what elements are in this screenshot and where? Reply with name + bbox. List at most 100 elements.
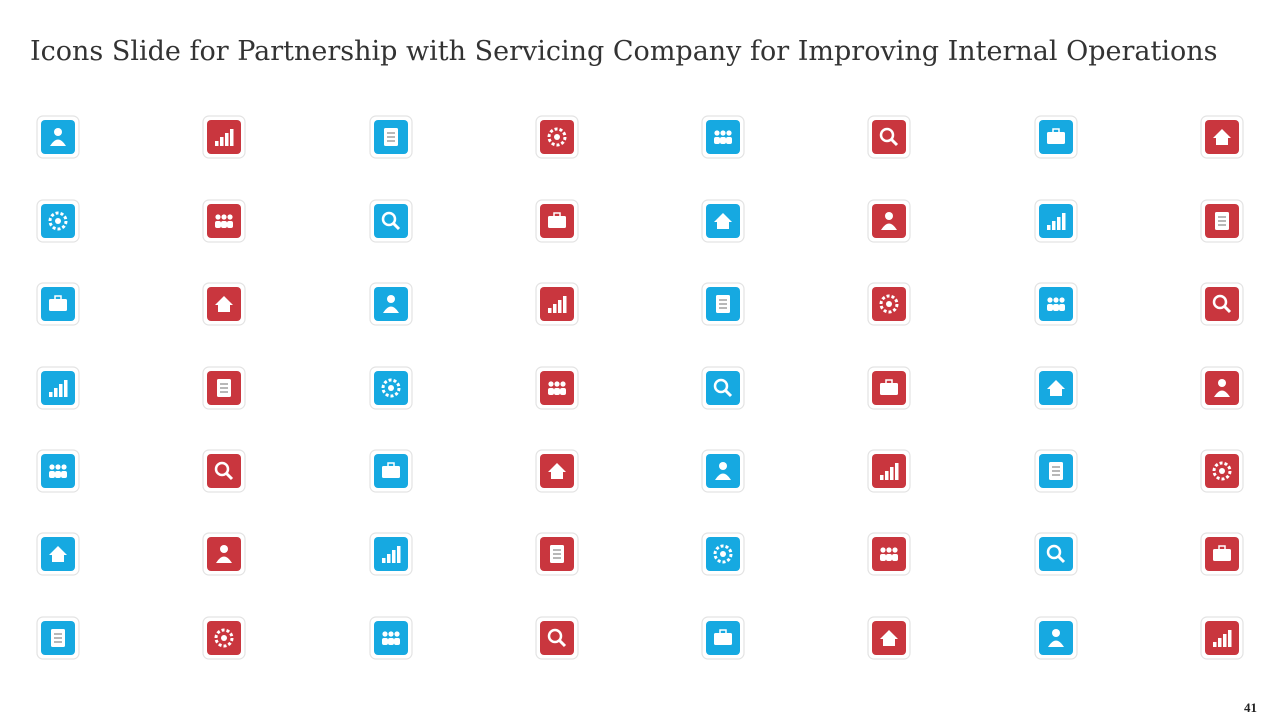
glyph xyxy=(61,471,67,478)
icon xyxy=(867,282,911,326)
glyph xyxy=(381,378,401,398)
icon xyxy=(202,616,246,660)
glyph xyxy=(221,221,227,228)
icon xyxy=(535,449,579,493)
glyph xyxy=(554,388,560,395)
icon-square xyxy=(207,537,241,571)
glyph xyxy=(387,554,391,563)
glyph xyxy=(548,388,554,395)
glyph xyxy=(54,295,62,301)
glyph xyxy=(880,475,884,480)
glyph xyxy=(726,137,732,144)
icon xyxy=(535,115,579,159)
glyph xyxy=(886,301,892,307)
icon xyxy=(202,366,246,410)
glyph xyxy=(1048,640,1064,647)
glyph xyxy=(557,638,567,648)
glyph xyxy=(886,547,892,553)
icon xyxy=(701,115,745,159)
icon xyxy=(1200,449,1244,493)
icon xyxy=(369,115,413,159)
icon-square xyxy=(706,454,740,488)
glyph xyxy=(1052,128,1060,134)
icon-square xyxy=(1205,371,1239,405)
glyph xyxy=(720,137,726,144)
glyph xyxy=(548,308,552,313)
glyph xyxy=(1212,461,1232,481)
glyph xyxy=(54,128,62,136)
glyph xyxy=(381,211,397,227)
icon xyxy=(701,366,745,410)
icon-square xyxy=(872,204,906,238)
glyph xyxy=(1053,304,1059,311)
icon xyxy=(1034,282,1078,326)
icon xyxy=(1034,366,1078,410)
glyph xyxy=(227,214,233,220)
glyph xyxy=(387,295,395,303)
glyph xyxy=(214,628,234,648)
glyph xyxy=(719,629,727,635)
glyph xyxy=(388,385,394,391)
icon-square xyxy=(1039,537,1073,571)
glyph xyxy=(1213,642,1217,647)
icon xyxy=(202,532,246,576)
glyph xyxy=(1057,217,1061,230)
glyph xyxy=(547,127,567,147)
glyph xyxy=(214,461,230,477)
glyph xyxy=(1214,390,1230,397)
glyph xyxy=(61,464,67,470)
glyph xyxy=(885,212,893,220)
glyph xyxy=(221,214,227,220)
icon-square xyxy=(41,371,75,405)
glyph xyxy=(392,550,396,563)
glyph xyxy=(1222,304,1232,314)
glyph xyxy=(1228,630,1232,647)
glyph xyxy=(1213,549,1231,561)
glyph xyxy=(714,137,720,144)
glyph xyxy=(714,130,720,136)
icon-square xyxy=(706,371,740,405)
glyph xyxy=(215,221,221,228)
glyph xyxy=(1218,379,1226,387)
glyph xyxy=(220,545,228,553)
glyph xyxy=(713,378,729,394)
icon xyxy=(1200,532,1244,576)
glyph xyxy=(879,127,895,143)
glyph xyxy=(387,462,395,468)
icon-square xyxy=(872,120,906,154)
glyph xyxy=(889,137,899,147)
glyph xyxy=(391,221,401,231)
glyph xyxy=(880,547,886,553)
icon xyxy=(36,115,80,159)
glyph xyxy=(1219,468,1225,474)
glyph xyxy=(215,214,221,220)
glyph xyxy=(560,381,566,387)
icon-square xyxy=(374,287,408,321)
glyph xyxy=(714,633,732,645)
glyph xyxy=(1052,629,1060,637)
glyph xyxy=(55,464,61,470)
glyph xyxy=(1218,545,1226,551)
glyph xyxy=(713,544,733,564)
icon xyxy=(1200,199,1244,243)
glyph xyxy=(719,462,727,470)
glyph xyxy=(892,547,898,553)
glyph xyxy=(225,133,229,146)
icon-square xyxy=(374,537,408,571)
icon xyxy=(535,532,579,576)
icon xyxy=(701,199,745,243)
glyph xyxy=(64,380,68,397)
glyph xyxy=(554,381,560,387)
glyph xyxy=(48,211,68,231)
glyph xyxy=(548,463,566,479)
icon xyxy=(701,449,745,493)
glyph xyxy=(49,471,55,478)
glyph xyxy=(1218,638,1222,647)
glyph xyxy=(382,466,400,478)
glyph xyxy=(723,388,733,398)
glyph xyxy=(558,300,562,313)
glyph xyxy=(715,473,731,480)
icon xyxy=(867,449,911,493)
glyph xyxy=(227,221,233,228)
